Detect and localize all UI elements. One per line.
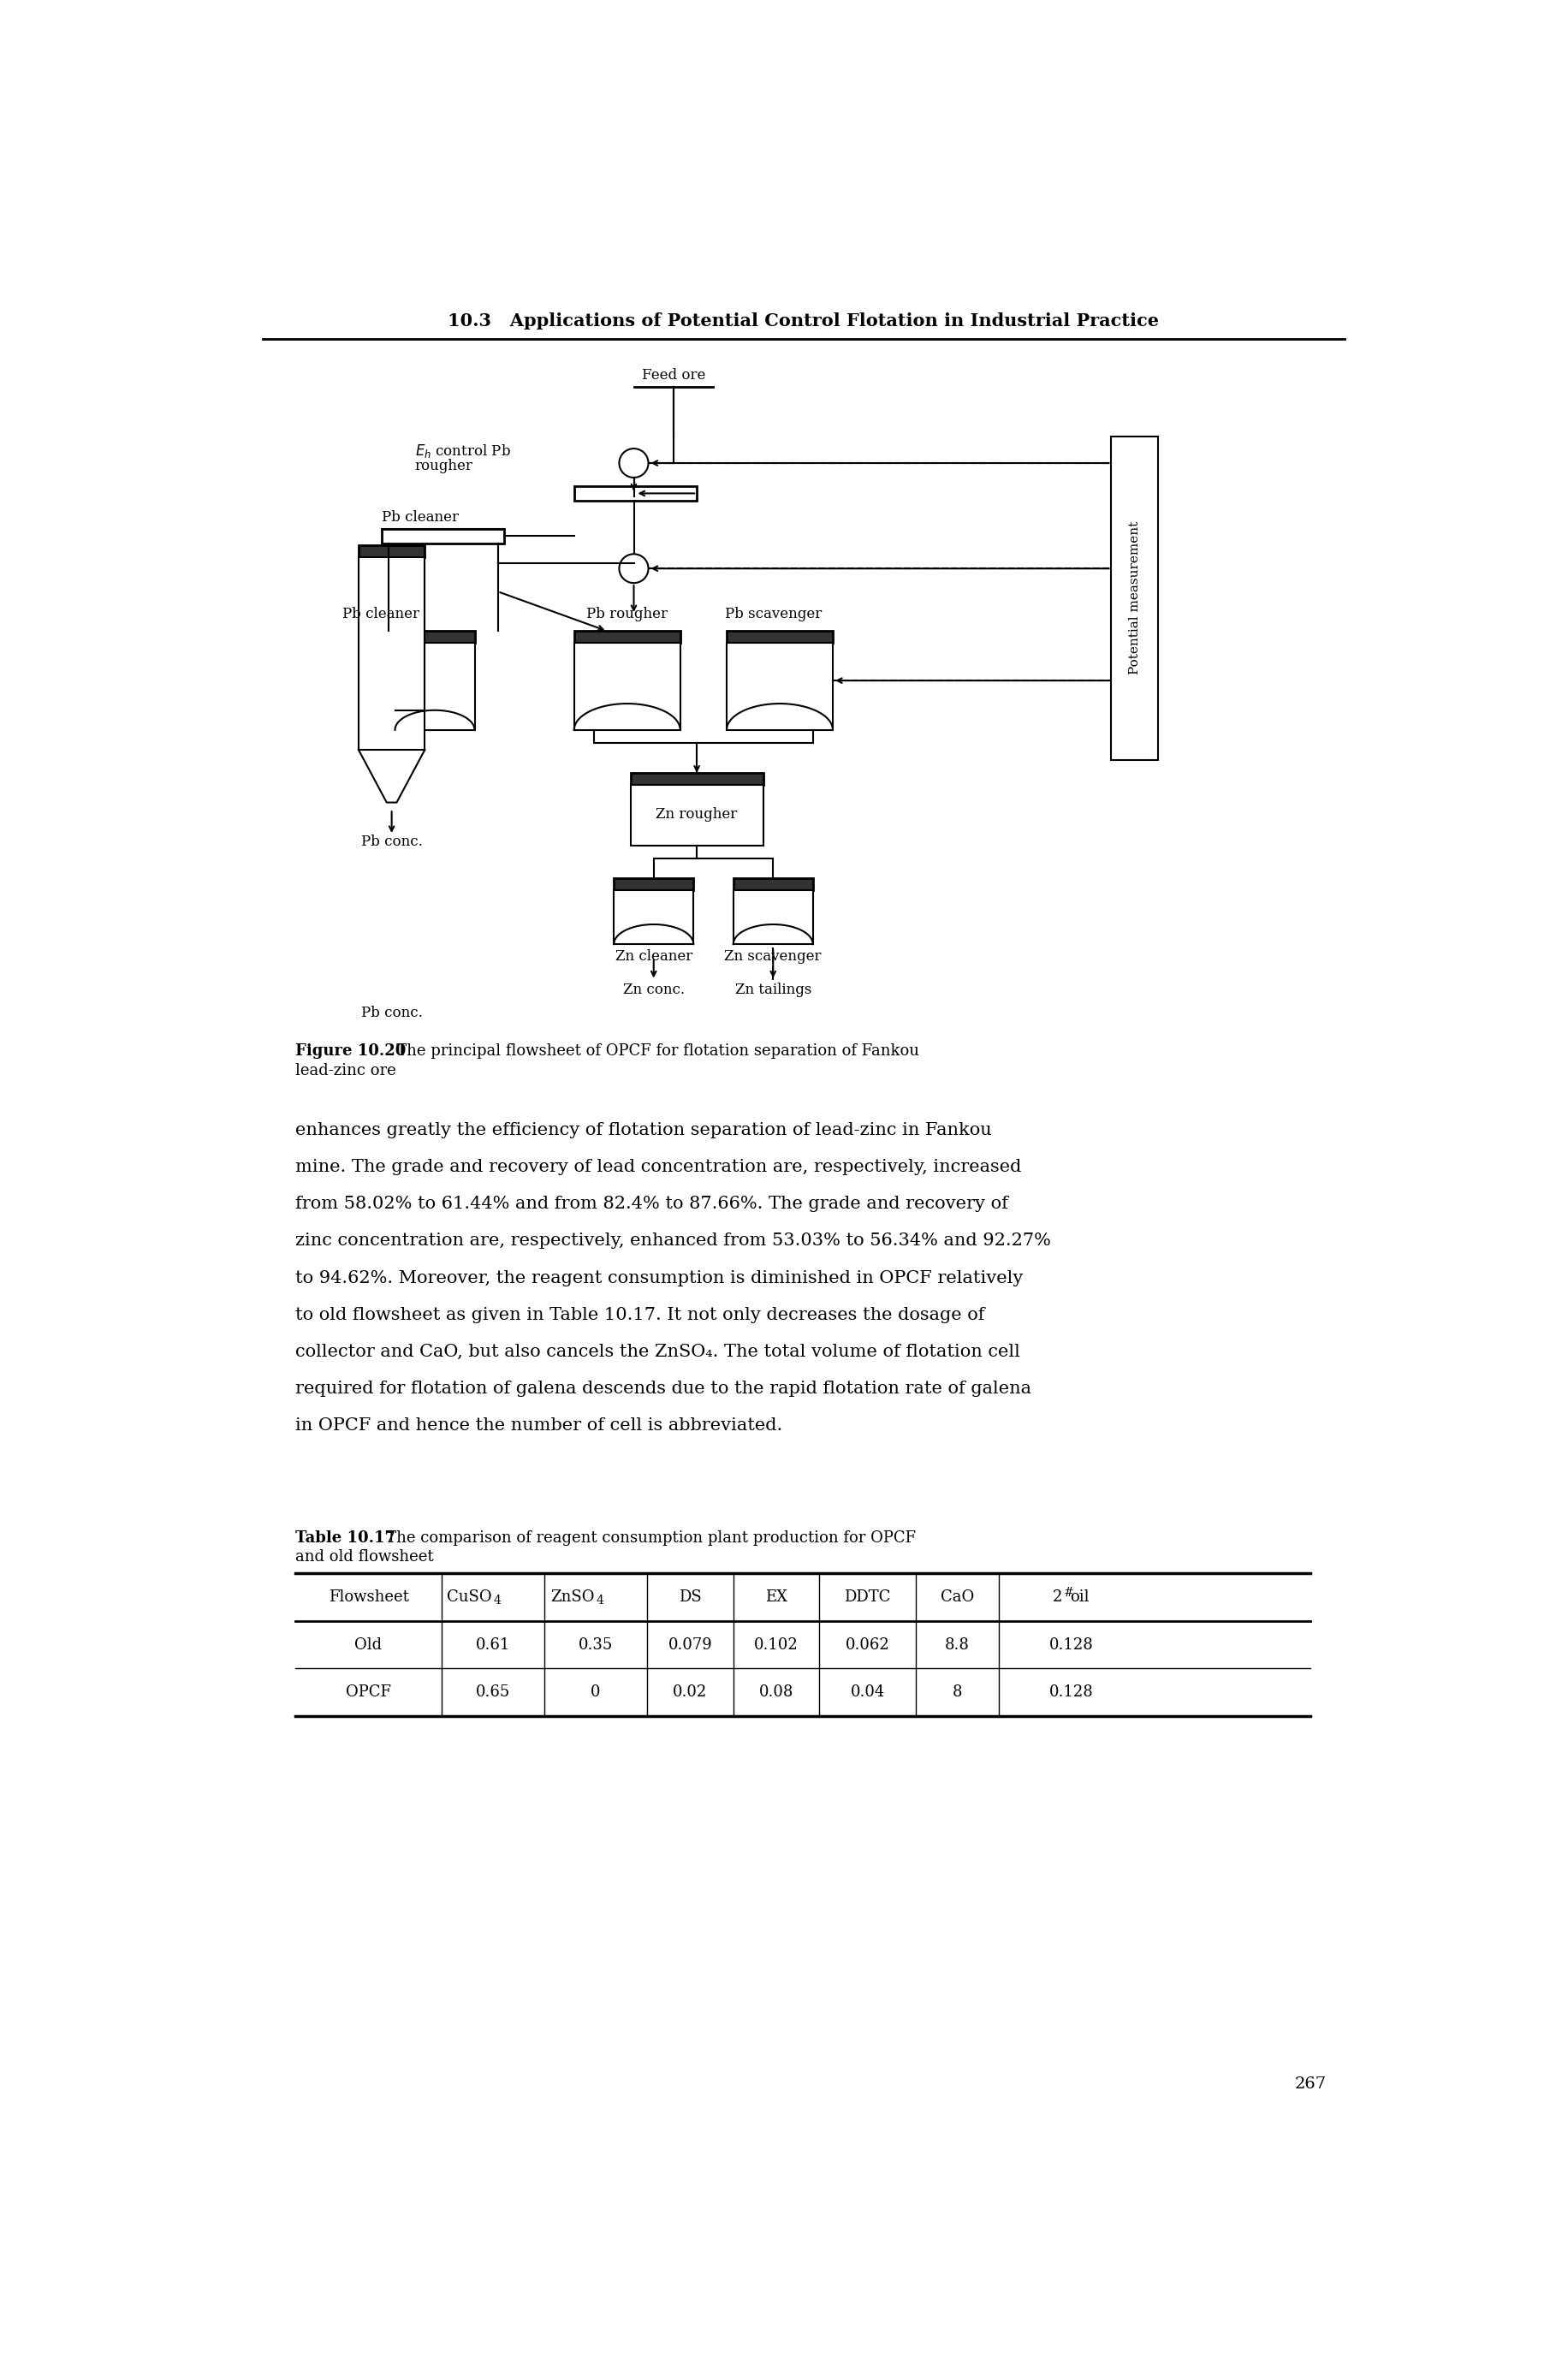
Text: Pb conc.: Pb conc. — [361, 1005, 422, 1019]
Bar — [615, 891, 693, 943]
Bar — [574, 644, 681, 729]
Text: zinc concentration are, respectively, enhanced from 53.03% to 56.34% and 92.27%: zinc concentration are, respectively, en… — [295, 1233, 1051, 1250]
Text: Zn rougher: Zn rougher — [655, 808, 737, 822]
Bar — [734, 891, 812, 943]
Text: Table 10.17: Table 10.17 — [295, 1530, 395, 1547]
Bar — [574, 632, 681, 644]
Bar — [395, 632, 475, 644]
Text: rougher: rougher — [416, 459, 474, 473]
Bar — [630, 784, 764, 846]
Text: Pb conc.: Pb conc. — [361, 834, 422, 848]
Text: 4: 4 — [494, 1594, 502, 1606]
Text: required for flotation of galena descends due to the rapid flotation rate of gal: required for flotation of galena descend… — [295, 1380, 1032, 1397]
Bar — [615, 879, 693, 891]
Text: #: # — [1063, 1587, 1074, 1599]
Text: and old flowsheet: and old flowsheet — [295, 1549, 434, 1563]
Text: Pb cleaner: Pb cleaner — [342, 606, 419, 623]
Text: 0: 0 — [591, 1685, 601, 1699]
Text: 0.04: 0.04 — [850, 1685, 884, 1699]
Text: The comparison of reagent consumption plant production for OPCF: The comparison of reagent consumption pl… — [372, 1530, 916, 1547]
Bar — [734, 879, 812, 891]
Text: 0.61: 0.61 — [475, 1637, 510, 1651]
Text: collector and CaO, but also cancels the ZnSO₄. The total volume of flotation cel: collector and CaO, but also cancels the … — [295, 1342, 1021, 1359]
Text: 8.8: 8.8 — [946, 1637, 969, 1651]
Text: 8: 8 — [952, 1685, 963, 1699]
Text: Pb scavenger: Pb scavenger — [724, 606, 822, 623]
Text: ZnSO: ZnSO — [550, 1590, 594, 1606]
Text: enhances greatly the efficiency of flotation separation of lead-zinc in Fankou: enhances greatly the efficiency of flota… — [295, 1121, 993, 1138]
Text: The principal flowsheet of OPCF for flotation separation of Fankou: The principal flowsheet of OPCF for flot… — [381, 1043, 919, 1057]
Bar — [1112, 437, 1157, 760]
Bar — [726, 632, 833, 644]
Text: $E_h$ control Pb: $E_h$ control Pb — [416, 442, 511, 459]
Text: Pb cleaner: Pb cleaner — [381, 511, 459, 525]
Text: OPCF: OPCF — [347, 1685, 390, 1699]
Text: to 94.62%. Moreover, the reagent consumption is diminished in OPCF relatively: to 94.62%. Moreover, the reagent consump… — [295, 1269, 1024, 1285]
Text: oil: oil — [1071, 1590, 1090, 1606]
Text: to old flowsheet as given in Table 10.17. It not only decreases the dosage of: to old flowsheet as given in Table 10.17… — [295, 1307, 985, 1323]
Text: 0.062: 0.062 — [845, 1637, 889, 1651]
Text: mine. The grade and recovery of lead concentration are, respectively, increased: mine. The grade and recovery of lead con… — [295, 1159, 1022, 1176]
Text: CuSO: CuSO — [447, 1590, 491, 1606]
Bar — [359, 546, 425, 558]
Text: 0.079: 0.079 — [668, 1637, 712, 1651]
Text: Potential measurement: Potential measurement — [1129, 520, 1140, 675]
Text: EX: EX — [765, 1590, 787, 1606]
Text: 0.102: 0.102 — [754, 1637, 798, 1651]
Text: Figure 10.20: Figure 10.20 — [295, 1043, 406, 1057]
Text: 4: 4 — [596, 1594, 604, 1606]
Text: Pb rougher: Pb rougher — [586, 606, 668, 623]
Text: from 58.02% to 61.44% and from 82.4% to 87.66%. The grade and recovery of: from 58.02% to 61.44% and from 82.4% to … — [295, 1195, 1008, 1212]
Bar — [359, 558, 425, 751]
Text: in OPCF and hence the number of cell is abbreviated.: in OPCF and hence the number of cell is … — [295, 1418, 782, 1433]
Text: CaO: CaO — [941, 1590, 974, 1606]
Text: 267: 267 — [1295, 2077, 1327, 2091]
Bar — [574, 487, 696, 501]
Text: lead-zinc ore: lead-zinc ore — [295, 1062, 397, 1079]
Text: Zn cleaner: Zn cleaner — [615, 950, 693, 965]
Text: Zn scavenger: Zn scavenger — [724, 950, 822, 965]
Text: Zn conc.: Zn conc. — [622, 981, 685, 998]
Text: 0.08: 0.08 — [759, 1685, 793, 1699]
Bar — [630, 772, 764, 784]
Text: 0.128: 0.128 — [1049, 1637, 1094, 1651]
Text: DS: DS — [679, 1590, 701, 1606]
Bar — [395, 644, 475, 729]
Text: 10.3   Applications of Potential Control Flotation in Industrial Practice: 10.3 Applications of Potential Control F… — [448, 314, 1159, 330]
Text: 0.65: 0.65 — [475, 1685, 510, 1699]
Text: 0.02: 0.02 — [673, 1685, 707, 1699]
Text: Old: Old — [354, 1637, 383, 1651]
Text: DDTC: DDTC — [844, 1590, 891, 1606]
Bar — [726, 644, 833, 729]
Bar — [381, 530, 505, 544]
Text: Flowsheet: Flowsheet — [328, 1590, 409, 1606]
Text: 0.35: 0.35 — [579, 1637, 613, 1651]
Text: Zn tailings: Zn tailings — [735, 981, 811, 998]
Text: 2: 2 — [1052, 1590, 1062, 1606]
Text: 0.128: 0.128 — [1049, 1685, 1094, 1699]
Text: Feed ore: Feed ore — [641, 368, 706, 383]
